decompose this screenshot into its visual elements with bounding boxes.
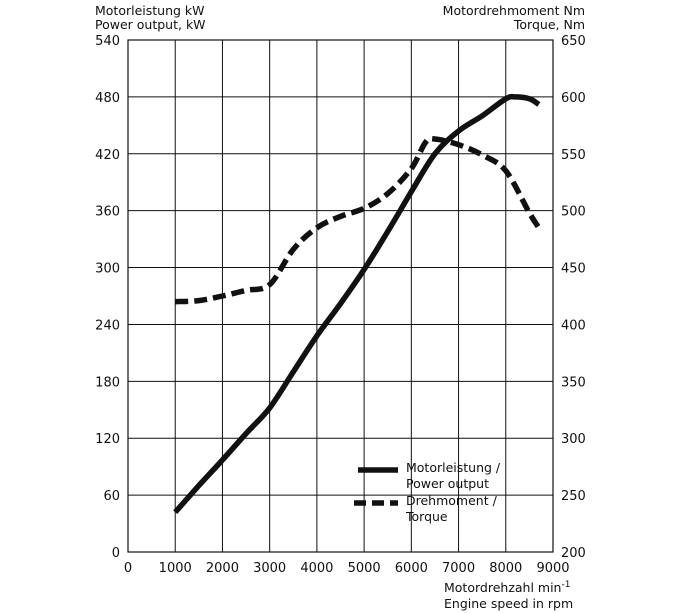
torque-series-line	[175, 135, 542, 305]
legend-power-line1: Motorleistung /	[406, 460, 501, 475]
x-tick-label: 5000	[348, 561, 381, 576]
x-axis-label-en: Engine speed in rpm	[444, 596, 573, 611]
left-tick-label: 60	[103, 489, 120, 504]
x-tick-label: 8000	[489, 561, 522, 576]
left-tick-label: 0	[112, 546, 120, 561]
left-tick-label: 300	[95, 262, 120, 277]
x-tick-label: 1000	[159, 561, 192, 576]
right-tick-label: 350	[561, 375, 586, 390]
right-tick-label: 600	[561, 91, 586, 106]
x-tick-label: 3000	[253, 561, 286, 576]
right-tick-label: 500	[561, 205, 586, 220]
right-tick-label: 250	[561, 489, 586, 504]
x-axis-label-superscript: -1	[561, 580, 570, 590]
right-axis-label-de: Motordrehmoment Nm	[443, 3, 585, 18]
left-tick-label: 420	[95, 148, 120, 163]
x-axis-label-de: Motordrehzahl min-1	[444, 580, 570, 595]
left-axis-label-de: Motorleistung kW	[95, 3, 205, 18]
left-tick-label: 240	[95, 318, 120, 333]
legend-torque-line2: Torque	[405, 509, 448, 524]
legend: Motorleistung / Power output Drehmoment …	[354, 460, 501, 524]
x-tick-label: 6000	[395, 561, 428, 576]
left-tick-label: 180	[95, 375, 120, 390]
left-tick-label: 360	[95, 205, 120, 220]
grid-lines	[128, 40, 553, 552]
right-tick-label: 650	[561, 34, 586, 49]
right-tick-label: 300	[561, 432, 586, 447]
left-tick-label: 480	[95, 91, 120, 106]
plot-frame	[127, 39, 554, 553]
right-tick-label: 400	[561, 318, 586, 333]
right-tick-label: 200	[561, 546, 586, 561]
power-series-line	[173, 93, 541, 515]
left-tick-label: 120	[95, 432, 120, 447]
left-tick-label: 540	[95, 34, 120, 49]
legend-torque-line1: Drehmoment /	[406, 493, 498, 508]
right-tick-label: 550	[561, 148, 586, 163]
x-tick-label: 7000	[442, 561, 475, 576]
left-axis-label-en: Power output, kW	[95, 17, 206, 32]
legend-power-line2: Power output	[406, 476, 489, 491]
x-tick-label: 2000	[206, 561, 239, 576]
right-tick-label: 450	[561, 262, 586, 277]
x-tick-label: 4000	[300, 561, 333, 576]
x-tick-label: 0	[124, 561, 132, 576]
x-tick-label: 9000	[536, 561, 569, 576]
right-axis-label-en: Torque, Nm	[513, 17, 585, 32]
